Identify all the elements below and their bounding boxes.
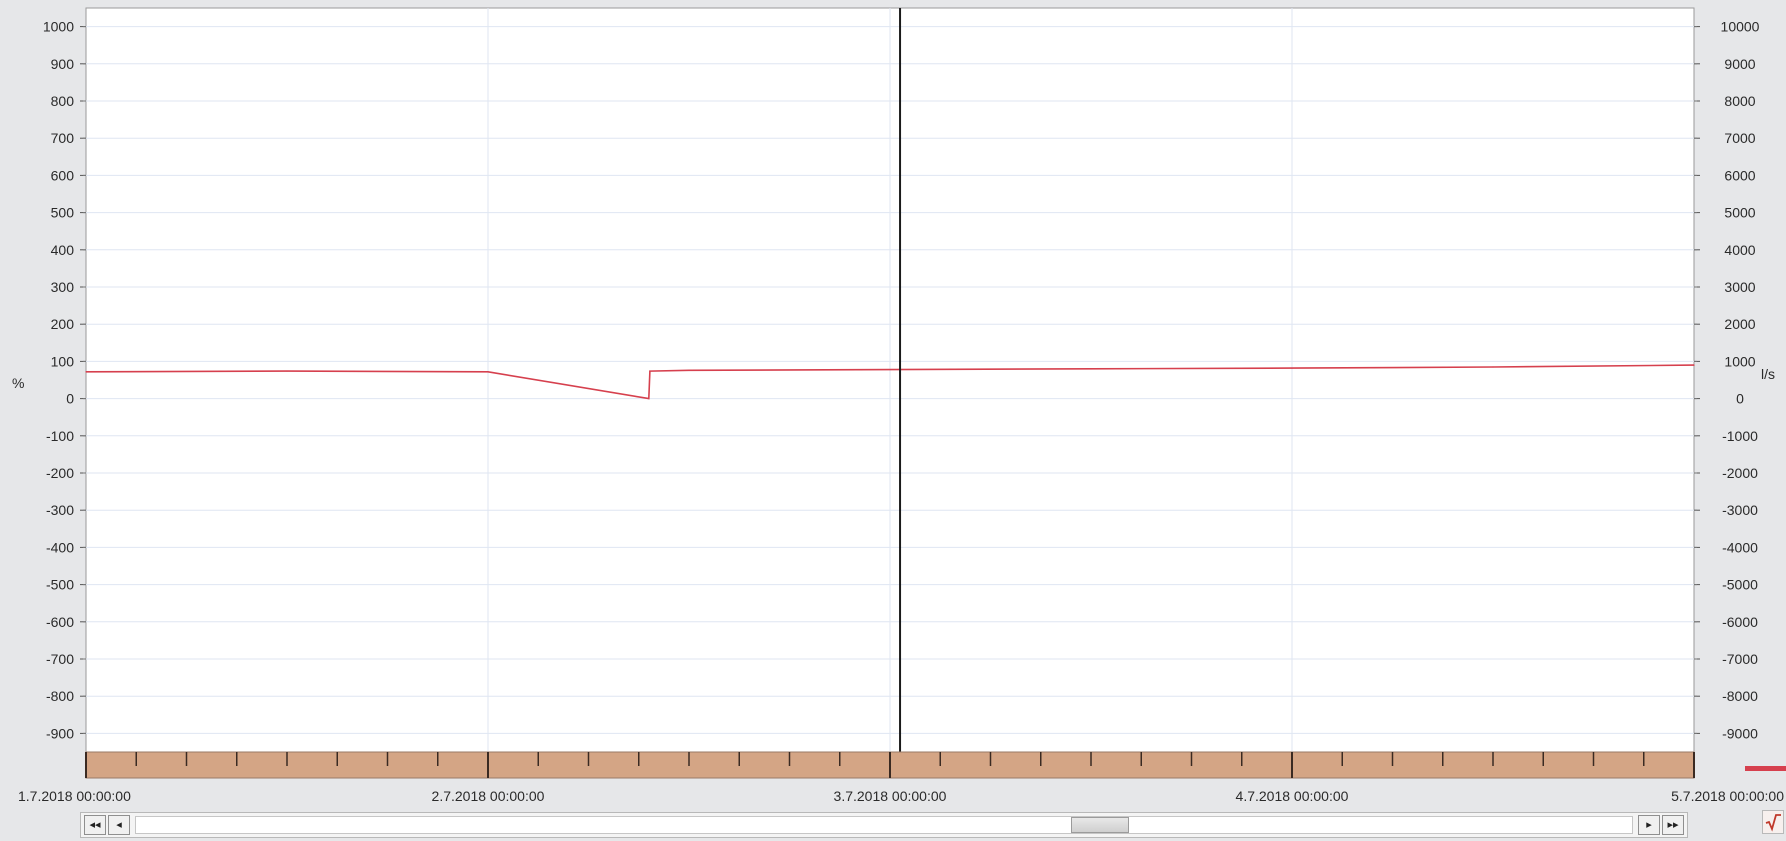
left-tick-label: -900 [46,725,74,741]
series-point [688,369,690,371]
right-axis-unit: l/s [1761,366,1775,382]
series-point [648,398,650,400]
sqrt-glyph-icon [1765,814,1781,832]
right-tick-label: 0 [1736,391,1744,407]
right-tick-label: -4000 [1722,539,1758,555]
left-tick-label: -600 [46,614,74,630]
scroll-next-button[interactable]: ▸ [1638,815,1660,835]
legend-marker [1745,766,1786,771]
time-scrollbar[interactable]: ◂◂ ◂ ▸ ▸▸ [80,812,1688,838]
right-tick-label: 4000 [1724,242,1755,258]
time-axis-label: 5.7.2018 00:00:00 [1671,788,1784,804]
right-tick-label: 9000 [1724,56,1755,72]
scroll-thumb[interactable] [1070,817,1129,833]
left-tick-label: -300 [46,502,74,518]
series-point [487,371,489,373]
time-axis-label: 3.7.2018 00:00:00 [834,788,947,804]
right-tick-label: 2000 [1724,316,1755,332]
series-point [649,370,651,372]
series-point [1492,366,1494,368]
left-tick-label: -500 [46,577,74,593]
left-tick-label: -200 [46,465,74,481]
scroll-track[interactable] [135,816,1633,834]
vertical-grid [487,8,1293,752]
right-axis: 1000090008000700060005000400030002000100… [1694,19,1760,741]
right-tick-label: 5000 [1724,205,1755,221]
left-axis: 10009008007006005004003002001000-100-200… [43,19,86,741]
left-tick-label: 1000 [43,19,74,35]
left-tick-label: 400 [51,242,75,258]
time-axis-labels: 1.7.2018 00:00:00 2.7.2018 00:00:00 3.7.20… [18,788,1784,804]
left-tick-label: 700 [51,130,75,146]
series-point [85,371,87,373]
left-axis-unit: % [12,375,24,391]
right-tick-label: -8000 [1722,688,1758,704]
right-tick-label: -5000 [1722,577,1758,593]
left-tick-label: 800 [51,93,75,109]
left-tick-label: 100 [51,353,75,369]
time-band-ticks [85,752,1695,778]
right-tick-label: 3000 [1724,279,1755,295]
scroll-prev-button[interactable]: ◂ [108,815,130,835]
left-tick-label: -400 [46,539,74,555]
series-point [1693,364,1695,366]
left-tick-label: -700 [46,651,74,667]
left-tick-label: 500 [51,205,75,221]
right-tick-label: -3000 [1722,502,1758,518]
right-tick-label: 8000 [1724,93,1755,109]
scroll-first-button[interactable]: ◂◂ [84,815,106,835]
right-tick-label: -7000 [1722,651,1758,667]
series-point [1291,367,1293,369]
left-tick-label: -800 [46,688,74,704]
series-point [889,368,891,371]
left-tick-label: 600 [51,167,75,183]
series-point [286,370,288,372]
right-tick-label: 10000 [1721,19,1760,35]
right-tick-label: -2000 [1722,465,1758,481]
right-tick-label: 7000 [1724,130,1755,146]
series-layer [85,364,1695,400]
time-axis-label: 1.7.2018 00:00:00 [18,788,131,804]
right-tick-label: -9000 [1722,725,1758,741]
left-tick-label: 0 [66,391,74,407]
time-axis-label: 2.7.2018 00:00:00 [432,788,545,804]
right-tick-label: 1000 [1724,353,1755,369]
left-tick-label: 900 [51,56,75,72]
trend-settings-icon[interactable] [1762,810,1784,834]
right-tick-label: -1000 [1722,428,1758,444]
series-point [1090,368,1092,370]
time-axis-label: 4.7.2018 00:00:00 [1236,788,1349,804]
right-tick-label: -6000 [1722,614,1758,630]
right-tick-label: 6000 [1724,167,1755,183]
scroll-last-button[interactable]: ▸▸ [1662,815,1684,835]
left-tick-label: 300 [51,279,75,295]
left-tick-label: -100 [46,428,74,444]
left-tick-label: 200 [51,316,75,332]
